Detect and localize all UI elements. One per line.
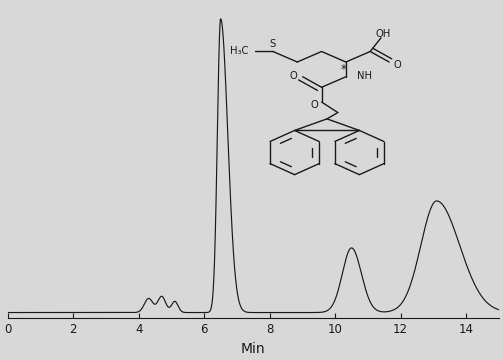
X-axis label: Min: Min bbox=[241, 342, 266, 356]
